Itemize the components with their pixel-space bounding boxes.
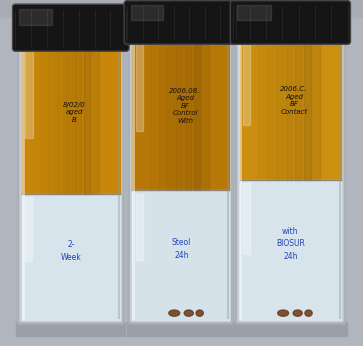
Bar [150,36,165,190]
Bar [49,47,64,194]
Bar [22,194,120,320]
Text: with
BIOSUR
24h: with BIOSUR 24h [276,227,305,261]
Bar [304,36,320,180]
Text: 2006.08.
Aged
BF
Control
With: 2006.08. Aged BF Control With [170,88,201,124]
Bar [159,36,174,190]
Bar [19,9,52,25]
Bar [25,197,32,261]
FancyBboxPatch shape [12,4,129,51]
Bar [0,0,363,17]
FancyBboxPatch shape [129,33,232,324]
Bar [277,36,292,180]
Bar [237,5,271,20]
Bar [295,36,311,180]
Bar [132,36,229,190]
Bar [234,322,347,336]
Bar [240,36,256,180]
FancyBboxPatch shape [231,1,351,44]
Bar [132,36,147,190]
Bar [136,38,143,131]
Bar [286,36,301,180]
Bar [240,180,341,320]
Bar [75,47,90,194]
Bar [136,194,143,260]
Bar [132,190,229,320]
Bar [66,47,82,194]
Bar [243,183,250,254]
FancyBboxPatch shape [18,43,123,324]
Ellipse shape [184,310,193,316]
Bar [40,47,55,194]
Bar [249,36,265,180]
Bar [243,38,250,125]
Bar [22,47,37,194]
Bar [30,47,46,194]
Text: Steol
24h: Steol 24h [172,238,191,260]
Ellipse shape [293,310,302,316]
Bar [84,47,99,194]
Bar [258,36,274,180]
Bar [141,36,156,190]
Bar [22,47,120,194]
Text: 8/02/0
aged
B: 8/02/0 aged B [63,102,86,123]
Text: 2-
Week: 2- Week [60,240,81,262]
Text: 2006.C.
Aged
BF
Contact: 2006.C. Aged BF Contact [280,86,308,115]
Bar [193,36,209,190]
Ellipse shape [305,310,312,316]
Bar [267,36,283,180]
FancyBboxPatch shape [124,1,239,44]
Bar [131,5,163,20]
Bar [176,36,191,190]
Bar [57,47,73,194]
Ellipse shape [169,310,180,316]
Bar [167,36,183,190]
Bar [16,322,125,336]
Ellipse shape [278,310,289,316]
FancyBboxPatch shape [236,33,345,324]
Ellipse shape [196,310,203,316]
Bar [240,36,341,180]
Bar [185,36,200,190]
Bar [25,48,33,138]
Bar [127,322,234,336]
